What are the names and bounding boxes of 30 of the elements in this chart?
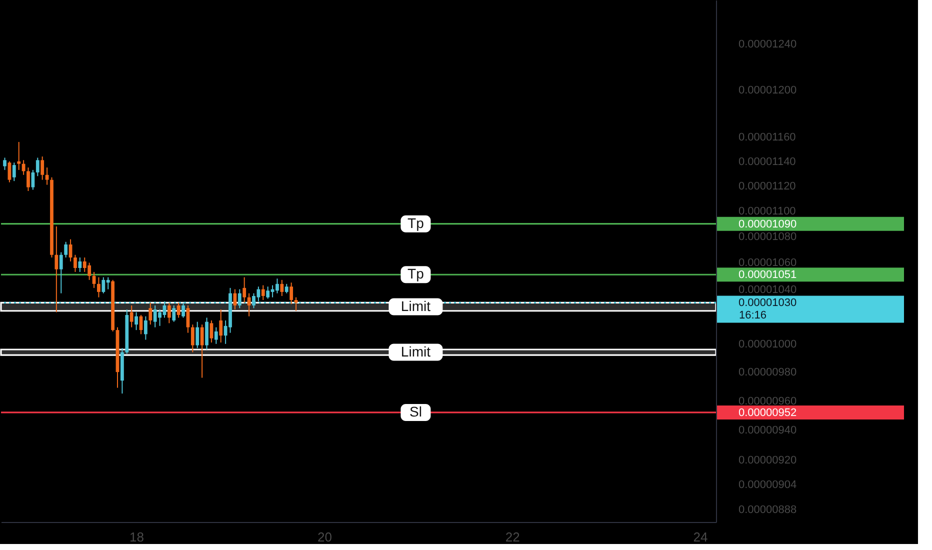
y-tick-label: 0.00001160 (738, 132, 796, 144)
x-tick-label: 20 (317, 530, 332, 544)
y-tick-label: 0.00000888 (738, 504, 797, 516)
x-tick-label: 22 (505, 530, 520, 544)
y-tick-label: 0.00000904 (738, 479, 797, 492)
x-tick-label: 24 (693, 530, 708, 544)
y-tick-label: 0.00000920 (738, 454, 797, 467)
y-tick-label: 0.00001051 (738, 269, 797, 282)
y-tick-label: 0.00001120 (738, 180, 796, 193)
y-tick-label: 0.00000952 (738, 406, 797, 419)
y-tick-label: 0.00000980 (738, 366, 797, 379)
y-tick-label: 0.00000940 (738, 424, 797, 437)
y-tick-label: 0.00001030 (738, 297, 797, 310)
y-tick-label: 0.00001080 (738, 231, 797, 244)
y-tick-label: 0.00001200 (738, 84, 797, 96)
x-tick-label: 18 (130, 530, 144, 544)
y-tick-label: 0.00001090 (738, 218, 797, 230)
y-tick-label: 0.00001040 (738, 284, 797, 296)
ref-line-label: Tp (408, 214, 424, 231)
y-tick-label: 0.00001140 (738, 156, 796, 168)
y-tick-label: 0.00001060 (738, 257, 797, 270)
y-tick-label: 0.00001100 (738, 206, 796, 218)
band-label: Limit (400, 298, 431, 314)
y-tick-label: 0.00000960 (738, 395, 797, 408)
y-tick-label: 0.00001000 (738, 338, 797, 350)
ref-line-label: Sl (409, 403, 422, 420)
band-label: Limit (400, 343, 431, 360)
ref-line-label: Tp (408, 266, 424, 282)
text: 16:16 (739, 310, 767, 322)
y-tick-label: 0.00001240 (738, 38, 797, 51)
